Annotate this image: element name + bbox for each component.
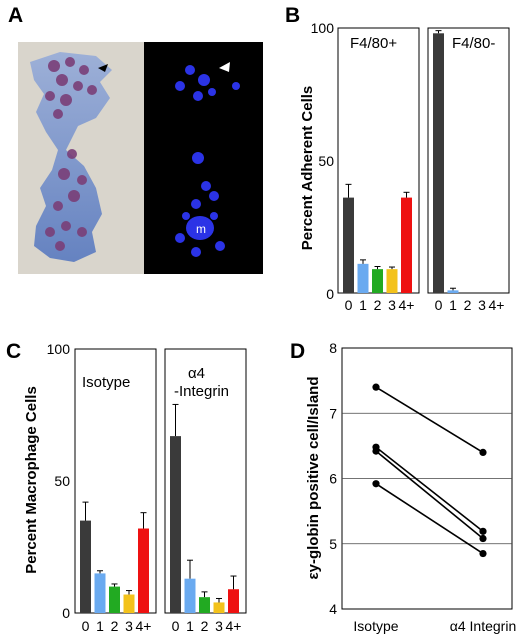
x-tick-label: 4+ bbox=[489, 297, 505, 313]
x-tick-label: 0 bbox=[172, 618, 180, 634]
y-tick-label: 6 bbox=[329, 471, 337, 487]
point-a4-integrin bbox=[479, 527, 487, 535]
bar-4plus bbox=[401, 197, 412, 293]
y-tick-label: 4 bbox=[329, 601, 337, 617]
x-tick-label: 2 bbox=[111, 618, 119, 634]
bar-1 bbox=[357, 263, 369, 293]
bar-4plus bbox=[138, 528, 149, 613]
x-tick-label: 3 bbox=[388, 297, 396, 313]
y-axis-title-b: Percent Adherent Cells bbox=[299, 86, 316, 251]
subpanel-label: Isotype bbox=[82, 374, 130, 391]
y-tick-c-50: 50 bbox=[54, 473, 70, 489]
subpanel-b-f480-neg: F4/80- 0 1 2 3 4+ bbox=[427, 27, 510, 313]
paired-line bbox=[375, 483, 484, 555]
x-tick-label: 1 bbox=[186, 618, 194, 634]
panel-letter-b: B bbox=[285, 4, 300, 27]
bar-4plus bbox=[228, 589, 239, 613]
x-tick-label: 2 bbox=[201, 618, 209, 634]
panel-letter-d: D bbox=[290, 340, 305, 363]
y-tick-b-0: 0 bbox=[326, 286, 334, 302]
bar-2 bbox=[109, 586, 120, 613]
bar-0 bbox=[343, 197, 354, 293]
x-tick-label: 0 bbox=[435, 297, 443, 313]
point-a4-integrin bbox=[479, 549, 487, 558]
subpanel-b-f480-pos: F4/80+ 0 1 2 3 4+ bbox=[337, 27, 420, 313]
point-isotype bbox=[372, 447, 380, 455]
subpanel-label-line2: -Integrin bbox=[174, 383, 229, 400]
x-tick-label: 3 bbox=[125, 618, 133, 634]
x-tick-label: 4+ bbox=[399, 297, 415, 313]
paired-line bbox=[375, 386, 484, 454]
y-axis-title-d: εy-globin positive cell/Island bbox=[305, 377, 322, 580]
x-tick-label: 2 bbox=[374, 297, 382, 313]
x-tick-label: 0 bbox=[82, 618, 90, 634]
y-tick-c-100: 100 bbox=[47, 341, 71, 357]
point-a4-integrin bbox=[479, 534, 487, 543]
subpanel-c-a4-integrin: α4 -Integrin 0 1 2 3 4+ bbox=[164, 348, 247, 634]
y-tick-b-50: 50 bbox=[318, 153, 334, 169]
x-tick-label: 4+ bbox=[226, 618, 242, 634]
panel-letter-a: A bbox=[8, 4, 23, 27]
bar-3 bbox=[213, 602, 225, 613]
x-tick-label: 2 bbox=[464, 297, 472, 313]
paired-line bbox=[375, 450, 484, 540]
subpanel-c-isotype: Isotype 0 1 2 3 4+ bbox=[74, 348, 157, 634]
bar-2 bbox=[199, 597, 210, 613]
x-tick-label: 4+ bbox=[136, 618, 152, 634]
subpanel-label: F4/80- bbox=[452, 35, 495, 52]
chart-panel-c: Percent Macrophage Cells 100 50 0 Isotyp… bbox=[23, 341, 247, 634]
bar-3 bbox=[123, 594, 135, 613]
point-a4-integrin bbox=[479, 448, 487, 456]
x-tick-label: 3 bbox=[478, 297, 486, 313]
x-tick-label: 0 bbox=[345, 297, 353, 313]
paired-line bbox=[375, 446, 484, 532]
micrograph-brightfield bbox=[18, 42, 144, 274]
subpanel-label-line1: α4 bbox=[188, 365, 205, 382]
y-tick-c-0: 0 bbox=[62, 605, 70, 621]
point-isotype bbox=[372, 480, 380, 488]
subpanel-frame bbox=[427, 27, 510, 294]
point-isotype bbox=[372, 383, 380, 391]
chart-panel-d: εy-globin positive cell/Island 4 5 6 7 8 Isot… bbox=[305, 340, 516, 634]
y-tick-label: 7 bbox=[329, 405, 337, 421]
bar-0 bbox=[170, 436, 181, 613]
bar-0 bbox=[80, 520, 91, 613]
x-tick-label: 1 bbox=[96, 618, 104, 634]
subpanel-label: F4/80+ bbox=[350, 35, 397, 52]
bar-3 bbox=[386, 269, 398, 293]
chart-panel-b: Percent Adherent Cells 100 50 0 F4/80+ 0… bbox=[299, 20, 510, 313]
y-tick-label: 5 bbox=[329, 536, 337, 552]
x-tick-label: Isotype bbox=[353, 618, 398, 634]
y-axis-title-c: Percent Macrophage Cells bbox=[23, 386, 40, 574]
bar-1 bbox=[447, 290, 459, 293]
panel-letter-c: C bbox=[6, 340, 21, 363]
macrophage-label: m bbox=[196, 222, 206, 236]
y-tick-b-100: 100 bbox=[311, 20, 335, 36]
bar-1 bbox=[94, 573, 106, 613]
bar-1 bbox=[184, 578, 196, 613]
y-tick-label: 8 bbox=[329, 340, 337, 356]
x-tick-label: 3 bbox=[215, 618, 223, 634]
x-tick-label: 1 bbox=[359, 297, 367, 313]
x-tick-label: 1 bbox=[449, 297, 457, 313]
bar-0 bbox=[433, 33, 444, 294]
bar-2 bbox=[372, 269, 383, 293]
x-tick-label: α4 Integrin bbox=[450, 618, 516, 634]
micrograph-fluorescence: m bbox=[144, 42, 263, 274]
